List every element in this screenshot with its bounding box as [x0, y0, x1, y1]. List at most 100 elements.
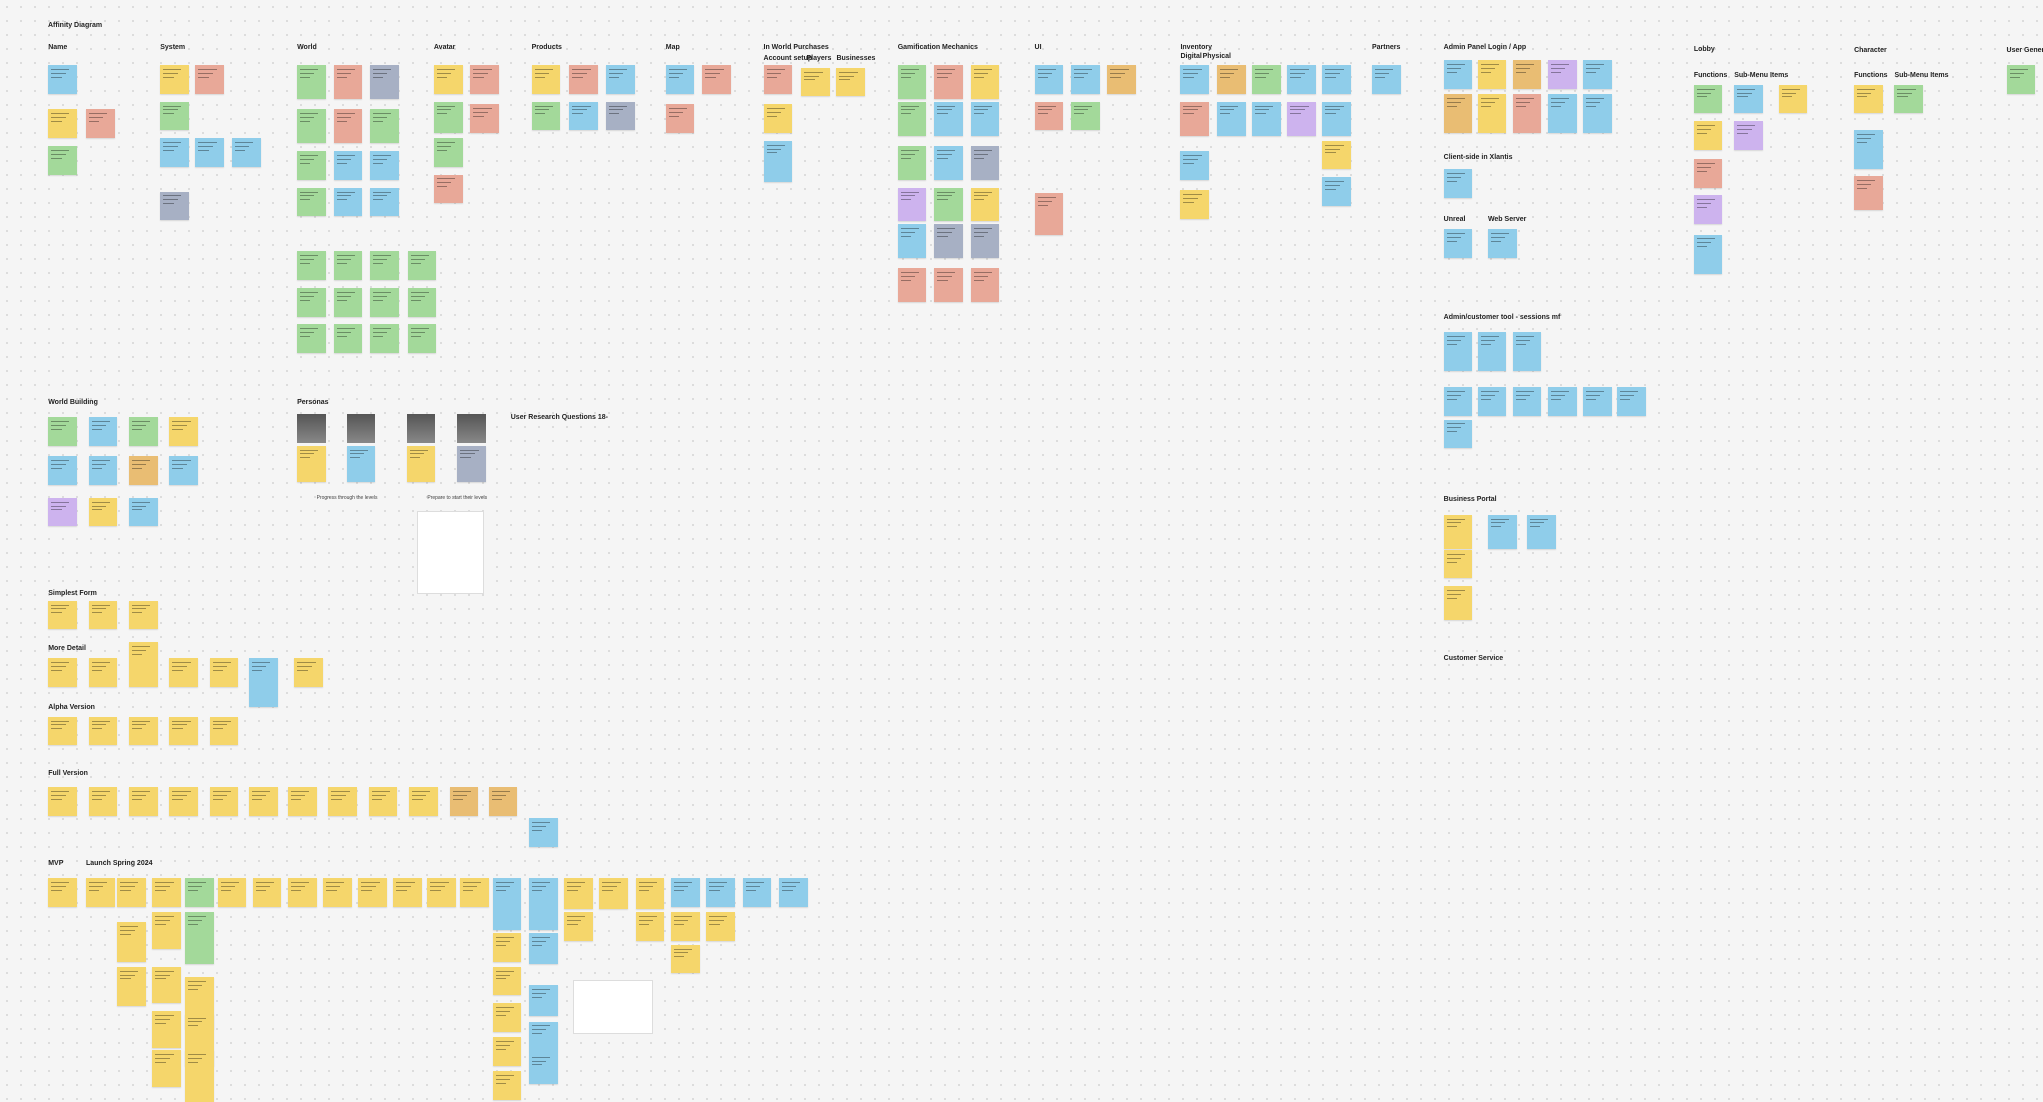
sticky-note	[528, 878, 558, 931]
sticky-note	[370, 324, 399, 354]
sticky-note	[217, 878, 247, 907]
sticky-note	[433, 101, 463, 133]
section-heading: Products	[531, 44, 562, 52]
sticky-note	[85, 109, 115, 139]
sticky-note	[1034, 65, 1064, 94]
sticky-note	[934, 268, 963, 303]
sticky-note	[1487, 514, 1517, 549]
section-heading: Unreal	[1443, 216, 1466, 224]
sticky-note	[1512, 93, 1542, 133]
sticky-note	[117, 922, 146, 962]
sticky-note	[459, 878, 489, 907]
sticky-note	[48, 416, 77, 446]
sticky-note	[706, 912, 735, 941]
sticky-note	[1512, 332, 1542, 372]
sticky-note	[48, 456, 77, 485]
sticky-note	[128, 456, 158, 485]
sticky-note	[671, 944, 700, 974]
sticky-note	[333, 109, 363, 144]
sticky-note	[287, 878, 317, 907]
sticky-note	[492, 878, 522, 931]
sticky-note	[779, 878, 808, 907]
persona-photo	[457, 414, 486, 443]
sticky-note	[48, 109, 77, 139]
sticky-note	[209, 786, 239, 816]
sticky-note	[1287, 65, 1316, 94]
sticky-note	[934, 145, 963, 180]
sticky-note	[433, 174, 463, 204]
research-notes	[573, 979, 654, 1034]
sticky-note	[934, 101, 963, 136]
section-heading: Character	[1854, 46, 1887, 54]
section-heading: More Detail	[48, 644, 86, 652]
sticky-note	[492, 1071, 522, 1100]
sticky-note	[635, 912, 665, 941]
sticky-note	[569, 101, 599, 131]
sticky-note	[333, 151, 363, 180]
sticky-note	[185, 1050, 214, 1102]
sticky-note	[48, 786, 77, 816]
sticky-note	[297, 65, 326, 100]
sticky-note	[1443, 549, 1473, 579]
sticky-note	[128, 600, 158, 630]
sticky-note	[48, 657, 77, 687]
sticky-note	[1443, 93, 1473, 133]
sticky-note	[1322, 177, 1352, 206]
sticky-note	[605, 65, 635, 94]
sticky-note	[763, 104, 793, 133]
sticky-note	[1693, 158, 1723, 188]
sticky-note	[1034, 192, 1064, 235]
sticky-note	[569, 65, 599, 94]
sticky-note	[48, 878, 77, 907]
sticky-note	[169, 456, 199, 485]
sticky-note	[1180, 151, 1210, 180]
sticky-note	[1854, 175, 1883, 210]
sticky-note	[427, 878, 457, 907]
section-heading: Map	[665, 44, 680, 52]
sticky-note	[531, 65, 561, 94]
sticky-note	[185, 912, 214, 965]
sticky-note	[1034, 101, 1064, 131]
sticky-note	[287, 786, 317, 816]
section-heading: UI	[1034, 44, 1042, 52]
sticky-note	[370, 251, 399, 281]
sticky-note	[1071, 101, 1100, 131]
sticky-note	[897, 268, 927, 303]
sticky-note	[128, 416, 158, 446]
sticky-note	[117, 966, 146, 1006]
sticky-note	[407, 324, 437, 354]
sticky-note	[152, 912, 182, 949]
section-heading: Gamification Mechanics	[897, 44, 978, 52]
sticky-note	[605, 101, 635, 131]
sticky-note	[333, 251, 363, 281]
sticky-note	[1443, 514, 1473, 549]
sticky-note	[294, 657, 324, 687]
sticky-note	[406, 445, 436, 483]
sticky-note	[492, 1037, 522, 1066]
sticky-note	[1252, 65, 1281, 94]
sticky-note	[433, 138, 463, 167]
sticky-note	[970, 268, 1000, 303]
sticky-note	[836, 67, 866, 97]
sticky-note	[195, 138, 225, 167]
sticky-note	[1071, 65, 1100, 94]
sticky-note	[393, 878, 423, 907]
section-heading: Sub-Menu Items	[1734, 71, 1789, 79]
section-heading: Functions	[1693, 71, 1728, 79]
sticky-note	[897, 145, 927, 180]
sticky-note	[934, 187, 963, 222]
sticky-note	[706, 878, 735, 907]
sticky-note	[128, 786, 158, 816]
sticky-note	[528, 932, 558, 965]
sticky-note	[934, 224, 963, 258]
sticky-note	[1322, 65, 1352, 94]
sticky-note	[1477, 93, 1507, 133]
sticky-note	[209, 657, 239, 687]
sticky-note	[370, 287, 399, 317]
sticky-note	[470, 65, 499, 94]
sticky-note	[801, 67, 830, 97]
section-heading: Client-side in Xlantis	[1443, 153, 1513, 161]
sticky-note	[1180, 190, 1210, 219]
sticky-note	[1216, 101, 1246, 136]
